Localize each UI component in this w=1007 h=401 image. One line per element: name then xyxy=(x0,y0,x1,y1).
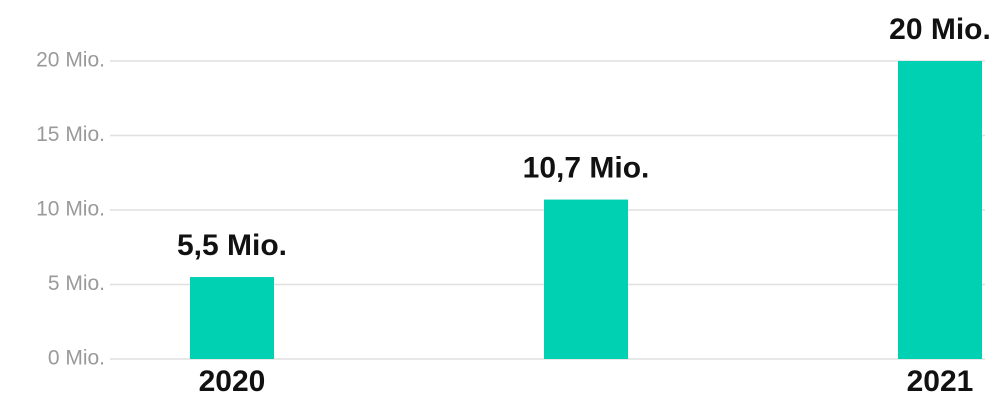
bar xyxy=(898,61,982,359)
value-label: 20 Mio. xyxy=(889,13,991,46)
x-tick-label: 2021 xyxy=(907,365,974,398)
bar xyxy=(190,277,274,359)
y-tick-label: 15 Mio. xyxy=(36,123,105,146)
value-label: 5,5 Mio. xyxy=(177,229,287,262)
y-tick-label: 0 Mio. xyxy=(48,347,105,370)
bar xyxy=(544,199,628,359)
y-tick-label: 20 Mio. xyxy=(36,49,105,72)
value-label: 10,7 Mio. xyxy=(523,151,650,184)
y-tick-label: 5 Mio. xyxy=(48,272,105,295)
x-tick-label: 2020 xyxy=(199,365,266,398)
y-tick-label: 10 Mio. xyxy=(36,198,105,221)
